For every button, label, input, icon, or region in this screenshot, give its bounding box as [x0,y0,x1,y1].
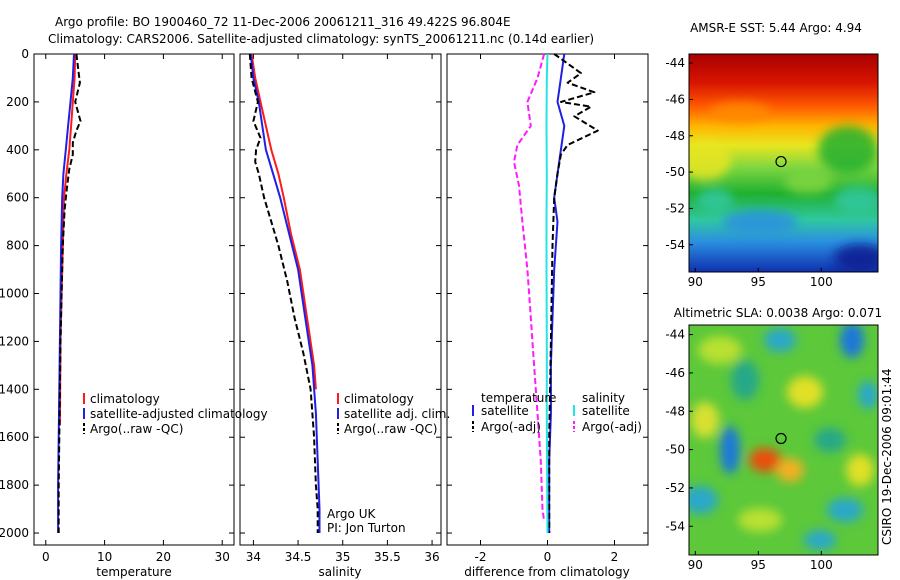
map-y-tick-label: -50 [665,165,685,179]
y-tick-label: 1600 [0,430,29,444]
y-tick-label: 1400 [0,382,29,396]
series-line-salinity-argo-adj [513,53,546,522]
sst-map-title: AMSR-E SST: 5.44 Argo: 4.94 [690,21,862,35]
map-y-tick-label: -54 [665,238,685,252]
x-tick-label: 0 [544,550,552,564]
map-x-tick-label: 100 [810,275,833,289]
x-tick-label: 10 [97,550,112,564]
x-tick-label: -2 [475,550,487,564]
map-y-tick-label: -52 [665,481,685,495]
temperature-plot-frame [33,53,235,546]
map-x-tick-label: 90 [688,558,703,572]
series-line-salinity-satellite [545,53,549,534]
y-tick-label: 2000 [0,526,29,540]
x-tick-label: 35.5 [374,550,401,564]
x-tick-label: 2 [611,550,619,564]
sla-argo-position-marker [775,432,787,445]
map-x-tick-label: 95 [751,275,766,289]
legend-group-title-temperature: temperature [481,391,556,405]
y-tick-label: 600 [6,191,29,205]
salinity-annotation-line2: PI: Jon Turton [327,521,406,535]
y-tick-label: 800 [6,239,29,253]
legend-label-sal-argo: Argo(-adj) [582,420,642,434]
sst-map-axes: 90 95 100 -44 -46 -48 -50 -52 -54 [665,56,832,289]
map-y-tick-label: -46 [665,92,685,106]
series-line-satellite-adj-clim [249,53,321,533]
salinity-plot: 34 34.5 35 35.5 36 [240,53,441,564]
difference-plot: -2 0 2 [447,53,648,564]
sst-argo-position-marker [775,155,787,168]
sla-map-image [689,325,878,555]
salinity-annotation-line1: Argo UK [327,507,376,521]
legend-label-sal-satellite: satellite [582,404,630,418]
legend-label-argo: Argo(..raw -QC) [90,422,183,436]
y-tick-label: 1200 [0,334,29,348]
side-caption: CSIRO 19-Dec-2006 09:01:44 [880,368,894,545]
map-y-tick-label: -44 [665,328,685,342]
legend-label-satellite: satellite-adjusted climatology [90,407,268,421]
legend-label-climatology: climatology [90,392,160,406]
x-tick-label: 35 [335,550,350,564]
salinity-legend: climatology satellite adj. clim. Argo(..… [337,392,450,436]
series-line-argo-raw-qc [57,53,82,533]
salinity-xlabel: salinity [318,565,361,579]
map-y-tick-label: -44 [665,56,685,70]
series-line-temperature-argo-adj [548,53,599,533]
y-tick-label: 1800 [0,478,29,492]
y-tick-label: 0 [21,47,29,61]
temperature-legend: climatology satellite-adjusted climatolo… [83,392,268,436]
legend-label-temp-argo: Argo(-adj) [481,420,541,434]
map-y-tick-label: -52 [665,201,685,215]
map-y-tick-label: -48 [665,404,685,418]
legend-group-title-salinity: salinity [582,391,625,405]
sst-map-frame [688,53,879,273]
sla-map-title: Altimetric SLA: 0.0038 Argo: 0.071 [674,306,882,320]
x-tick-label: 0 [42,550,50,564]
map-y-tick-label: -54 [665,519,685,533]
sst-map-image [689,54,878,272]
legend-label-argo: Argo(..raw -QC) [344,422,437,436]
difference-legend: temperature satellite Argo(-adj) salinit… [472,391,642,434]
series-line-argo-raw-qc [248,53,319,533]
map-y-tick-label: -48 [665,129,685,143]
y-tick-label: 1000 [0,287,29,301]
figure-title-line2: Climatology: CARS2006. Satellite-adjuste… [48,32,594,46]
x-tick-label: 30 [215,550,230,564]
series-line-climatology [250,53,317,390]
x-tick-label: 20 [156,550,171,564]
difference-xlabel: difference from climatology [464,565,630,579]
map-x-tick-label: 95 [751,558,766,572]
legend-label-climatology: climatology [344,392,414,406]
map-x-tick-label: 90 [688,275,703,289]
temperature-plot: 0 10 20 30 0 200 400 600 800 1000 1200 1400 1600 1800… [0,47,234,564]
x-tick-label: 36 [424,550,439,564]
y-tick-label: 200 [6,95,29,109]
temperature-xlabel: temperature [96,565,171,579]
map-y-tick-label: -46 [665,366,685,380]
figure-title-line1: Argo profile: BO 1900460_72 11-Dec-2006 … [55,15,511,29]
legend-label-satellite: satellite adj. clim. [344,407,450,421]
salinity-plot-frame [239,53,442,546]
legend-label-temp-satellite: satellite [481,404,529,418]
map-y-tick-label: -50 [665,443,685,457]
sla-map-axes: 90 95 100 -44 -46 -48 -50 -52 -54 [665,328,832,572]
y-tick-label: 400 [6,143,29,157]
x-tick-label: 34 [246,550,261,564]
x-tick-label: 34.5 [285,550,312,564]
map-x-tick-label: 100 [810,558,833,572]
sla-map-frame [688,324,879,556]
